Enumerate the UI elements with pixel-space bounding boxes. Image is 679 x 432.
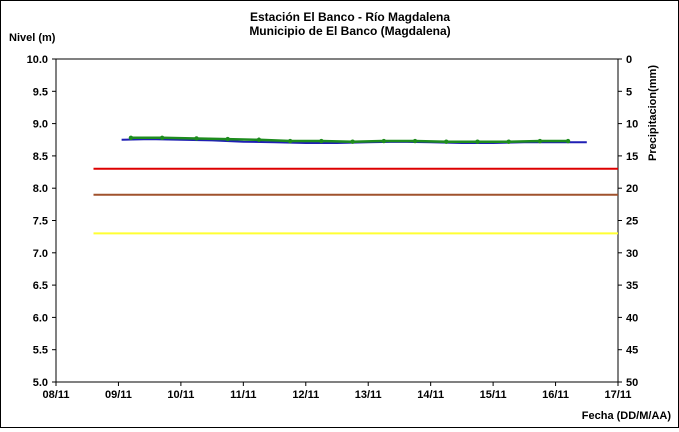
y2-tick-label: 45	[626, 345, 638, 357]
y2-tick-label: 30	[626, 248, 638, 260]
series-point-1	[565, 138, 571, 144]
x-tick-label: 15/11	[480, 389, 507, 401]
y-axis-title: Nivel (m)	[9, 32, 56, 44]
y-tick-label: 10.0	[27, 54, 48, 66]
x-tick-label: 16/11	[542, 389, 569, 401]
plot-area	[55, 58, 619, 383]
y-tick-label: 9.5	[33, 86, 48, 98]
y-tick-label: 7.0	[33, 248, 48, 260]
chart-title: Estación El Banco - Río Magdalena	[250, 10, 450, 24]
series-point-1	[287, 138, 293, 144]
series-point-1	[537, 138, 543, 144]
series-point-1	[159, 135, 165, 141]
series-point-1	[444, 139, 449, 144]
series-point-1	[412, 138, 418, 144]
series-point-1	[350, 139, 355, 144]
y-tick-label: 6.5	[33, 280, 48, 292]
y2-tick-label: 35	[626, 280, 638, 292]
x-tick-label: 08/11	[43, 389, 70, 401]
chart-subtitle: Municipio de El Banco (Magdalena)	[249, 24, 450, 38]
series-point-1	[194, 136, 199, 141]
y2-tick-label: 50	[626, 377, 638, 389]
x-tick-label: 17/11	[605, 389, 632, 401]
x-tick-label: 10/11	[167, 389, 194, 401]
y2-tick-label: 5	[626, 86, 632, 98]
y-tick-label: 7.5	[33, 216, 48, 228]
y-tick-label: 8.0	[33, 183, 48, 195]
x-tick-label: 09/11	[105, 389, 132, 401]
y2-tick-label: 10	[626, 119, 638, 131]
axis-ticks: 5.05.56.06.57.07.58.08.59.09.510.0504540…	[27, 54, 639, 401]
y2-tick-label: 25	[626, 216, 638, 228]
x-tick-label: 12/11	[292, 389, 319, 401]
series-point-1	[319, 138, 324, 144]
series-point-1	[128, 135, 134, 141]
x-tick-label: 14/11	[417, 389, 444, 401]
y-tick-label: 5.5	[33, 345, 48, 357]
series-point-1	[475, 139, 480, 144]
data-series	[93, 135, 618, 235]
x-axis-title: Fecha (DD/M/AA)	[582, 410, 672, 422]
series-point-1	[506, 139, 511, 144]
y2-tick-label: 15	[626, 151, 638, 163]
y-tick-label: 9.0	[33, 119, 48, 131]
y-tick-label: 6.0	[33, 312, 48, 324]
x-tick-label: 11/11	[230, 389, 256, 401]
series-point-1	[225, 136, 230, 142]
y2-tick-label: 20	[626, 183, 638, 195]
x-tick-label: 13/11	[355, 389, 382, 401]
y-tick-label: 5.0	[33, 377, 48, 389]
series-point-1	[381, 138, 387, 144]
y2-tick-label: 40	[626, 312, 638, 324]
y2-axis-title: Precipitacion(mm)	[647, 65, 659, 161]
y2-tick-label: 0	[626, 54, 632, 66]
series-point-1	[256, 137, 262, 142]
y-tick-label: 8.5	[33, 151, 48, 163]
